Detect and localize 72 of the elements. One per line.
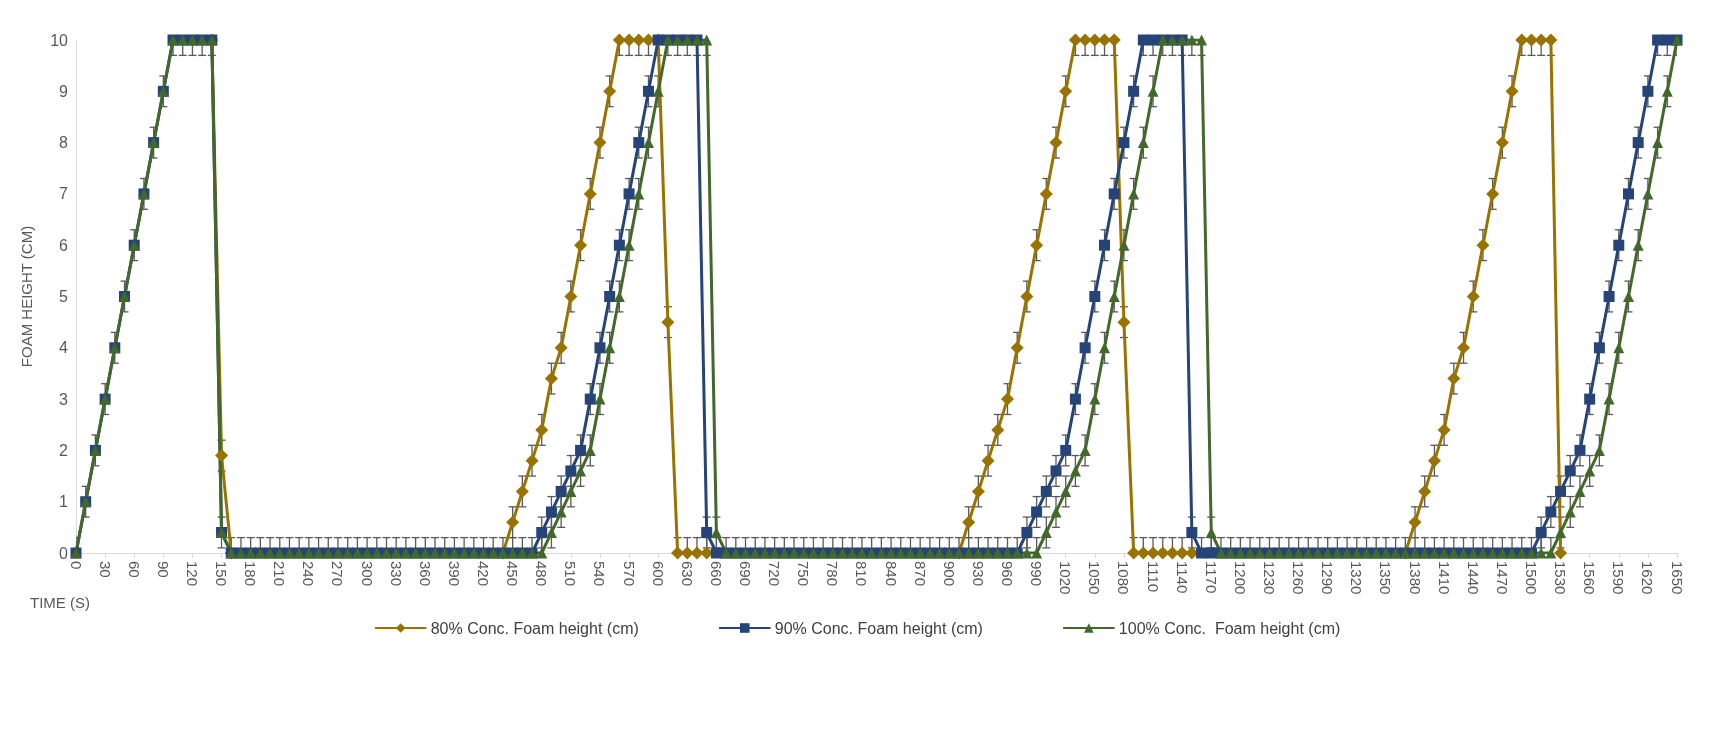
y-tick-label: 8: [59, 134, 69, 152]
y-tick-label: 7: [59, 185, 69, 203]
x-tick-label: 990: [1028, 561, 1046, 587]
x-tick-label: 480: [533, 561, 551, 587]
x-tick-label: 60: [125, 561, 143, 578]
x-tick-label: 90: [154, 561, 172, 578]
x-tick-label: 1560: [1581, 561, 1599, 595]
y-tick-label: 9: [59, 82, 69, 100]
y-tick-label: 3: [59, 390, 69, 408]
x-tick-label: 1230: [1260, 561, 1278, 595]
x-tick-label: 1440: [1464, 561, 1482, 595]
x-tick-label: 690: [737, 561, 755, 587]
x-tick-label: 570: [620, 561, 638, 587]
x-tick-label: 1320: [1348, 561, 1366, 595]
x-tick-label: 360: [416, 561, 434, 587]
x-tick-label: 600: [649, 561, 667, 587]
y-tick-label: 1: [59, 493, 69, 511]
x-tick-label: 390: [445, 561, 463, 587]
x-tick-label: 1050: [1086, 561, 1104, 595]
x-tick-label: 150: [213, 561, 231, 587]
x-tick-label: 750: [795, 561, 813, 587]
x-tick-label: 30: [96, 561, 114, 578]
x-tick-label: 1080: [1115, 561, 1133, 595]
x-axis-title: TIME (S): [30, 594, 90, 611]
x-tick-label: 1170: [1202, 561, 1220, 594]
x-tick-label: 1620: [1639, 561, 1657, 595]
x-tick-label: 510: [562, 561, 580, 587]
x-tick-label: 1140: [1173, 561, 1191, 594]
y-tick-label: 5: [59, 288, 69, 305]
x-tick-label: 1590: [1610, 561, 1628, 595]
x-tick-label: 0: [67, 561, 85, 570]
x-tick-label: 1410: [1435, 561, 1453, 595]
x-tick-label: 930: [969, 561, 987, 587]
x-tick-label: 240: [300, 561, 318, 587]
y-tick-label: 6: [59, 236, 69, 254]
y-tick-label: 2: [59, 441, 69, 459]
legend-label: 100% Conc. Foam height (cm): [1118, 619, 1341, 637]
x-tick-label: 540: [591, 561, 609, 587]
y-axis-title: FOAM HEIGHT (CM): [18, 225, 35, 368]
x-tick-label: 900: [940, 561, 958, 587]
legend-label: 90% Conc. Foam height (cm): [774, 619, 983, 637]
x-tick-label: 300: [358, 561, 376, 587]
x-tick-label: 720: [766, 561, 784, 587]
x-tick-label: 1020: [1057, 561, 1075, 595]
x-tick-label: 180: [242, 561, 260, 587]
x-tick-label: 660: [707, 561, 725, 587]
x-tick-label: 1290: [1319, 561, 1337, 595]
y-tick-label: 0: [59, 544, 69, 562]
x-tick-label: 330: [387, 561, 405, 587]
legend-label: 80% Conc. Foam height (cm): [430, 619, 639, 637]
x-tick-label: 870: [911, 561, 929, 587]
x-tick-label: 810: [853, 561, 871, 587]
x-tick-label: 780: [824, 561, 842, 587]
x-tick-label: 840: [882, 561, 900, 587]
y-tick-label: 10: [50, 31, 69, 49]
x-tick-label: 270: [329, 561, 347, 587]
x-tick-label: 210: [271, 561, 289, 587]
x-tick-label: 1110: [1144, 561, 1162, 593]
x-tick-label: 960: [998, 561, 1016, 587]
x-tick-label: 1470: [1493, 561, 1511, 595]
x-tick-label: 1500: [1522, 561, 1540, 595]
x-tick-label: 120: [183, 561, 201, 587]
x-tick-label: 1650: [1668, 561, 1686, 595]
x-tick-label: 1530: [1552, 561, 1570, 595]
x-tick-label: 630: [678, 561, 696, 587]
y-tick-label: 4: [59, 339, 69, 357]
x-tick-label: 420: [475, 561, 493, 587]
x-tick-label: 1200: [1231, 561, 1249, 595]
x-tick-label: 1260: [1290, 561, 1308, 595]
x-tick-label: 1380: [1406, 561, 1424, 595]
x-tick-label: 450: [504, 561, 522, 587]
x-tick-label: 1350: [1377, 561, 1395, 595]
